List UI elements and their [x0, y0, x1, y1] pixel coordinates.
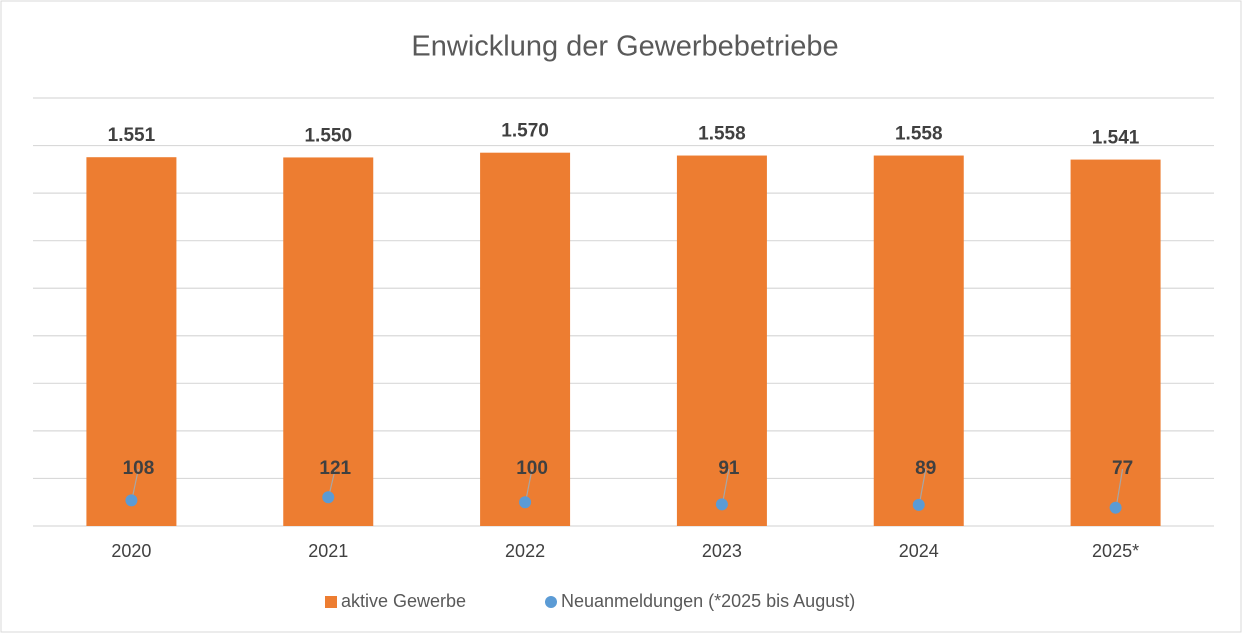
data-label: 1.570	[501, 121, 549, 142]
leader-line	[131, 468, 140, 498]
leader-line	[328, 468, 336, 495]
data-label: 1.551	[108, 125, 156, 146]
x-tick-label: 2020	[111, 541, 151, 561]
dot	[322, 491, 335, 504]
leader-line	[1115, 468, 1124, 505]
chart-title: Enwicklung der Gewerbebetriebe	[411, 31, 838, 63]
data-label: 91	[718, 458, 740, 479]
bar	[1070, 159, 1161, 526]
dot	[715, 498, 728, 511]
data-label: 1.558	[895, 124, 943, 145]
data-label: 89	[915, 458, 936, 479]
leader-line	[525, 468, 533, 500]
x-tick-label: 2023	[702, 541, 742, 561]
data-label: 1.541	[1092, 128, 1140, 149]
bar	[873, 155, 964, 526]
legend-swatch	[545, 596, 557, 608]
x-tick-label: 2025*	[1092, 541, 1139, 561]
dot	[1109, 501, 1122, 514]
legend-swatch	[325, 596, 337, 608]
dot	[912, 498, 925, 511]
x-tick-label: 2024	[899, 541, 939, 561]
legend-label: aktive Gewerbe	[341, 591, 466, 611]
bar	[480, 152, 571, 526]
data-label: 77	[1112, 458, 1133, 479]
bar	[86, 157, 177, 526]
data-label: 108	[123, 458, 155, 479]
data-label: 1.550	[304, 125, 352, 146]
x-tick-label: 2021	[308, 541, 348, 561]
legend-label: Neuanmeldungen (*2025 bis August)	[561, 591, 855, 611]
dot	[125, 494, 138, 507]
data-label: 121	[319, 458, 351, 479]
data-label: 1.558	[698, 124, 746, 145]
dot	[519, 496, 532, 509]
leader-line	[919, 468, 927, 502]
data-label: 100	[516, 458, 548, 479]
x-tick-label: 2022	[505, 541, 545, 561]
bar	[676, 155, 767, 526]
bar	[283, 157, 374, 526]
leader-line	[722, 468, 730, 502]
